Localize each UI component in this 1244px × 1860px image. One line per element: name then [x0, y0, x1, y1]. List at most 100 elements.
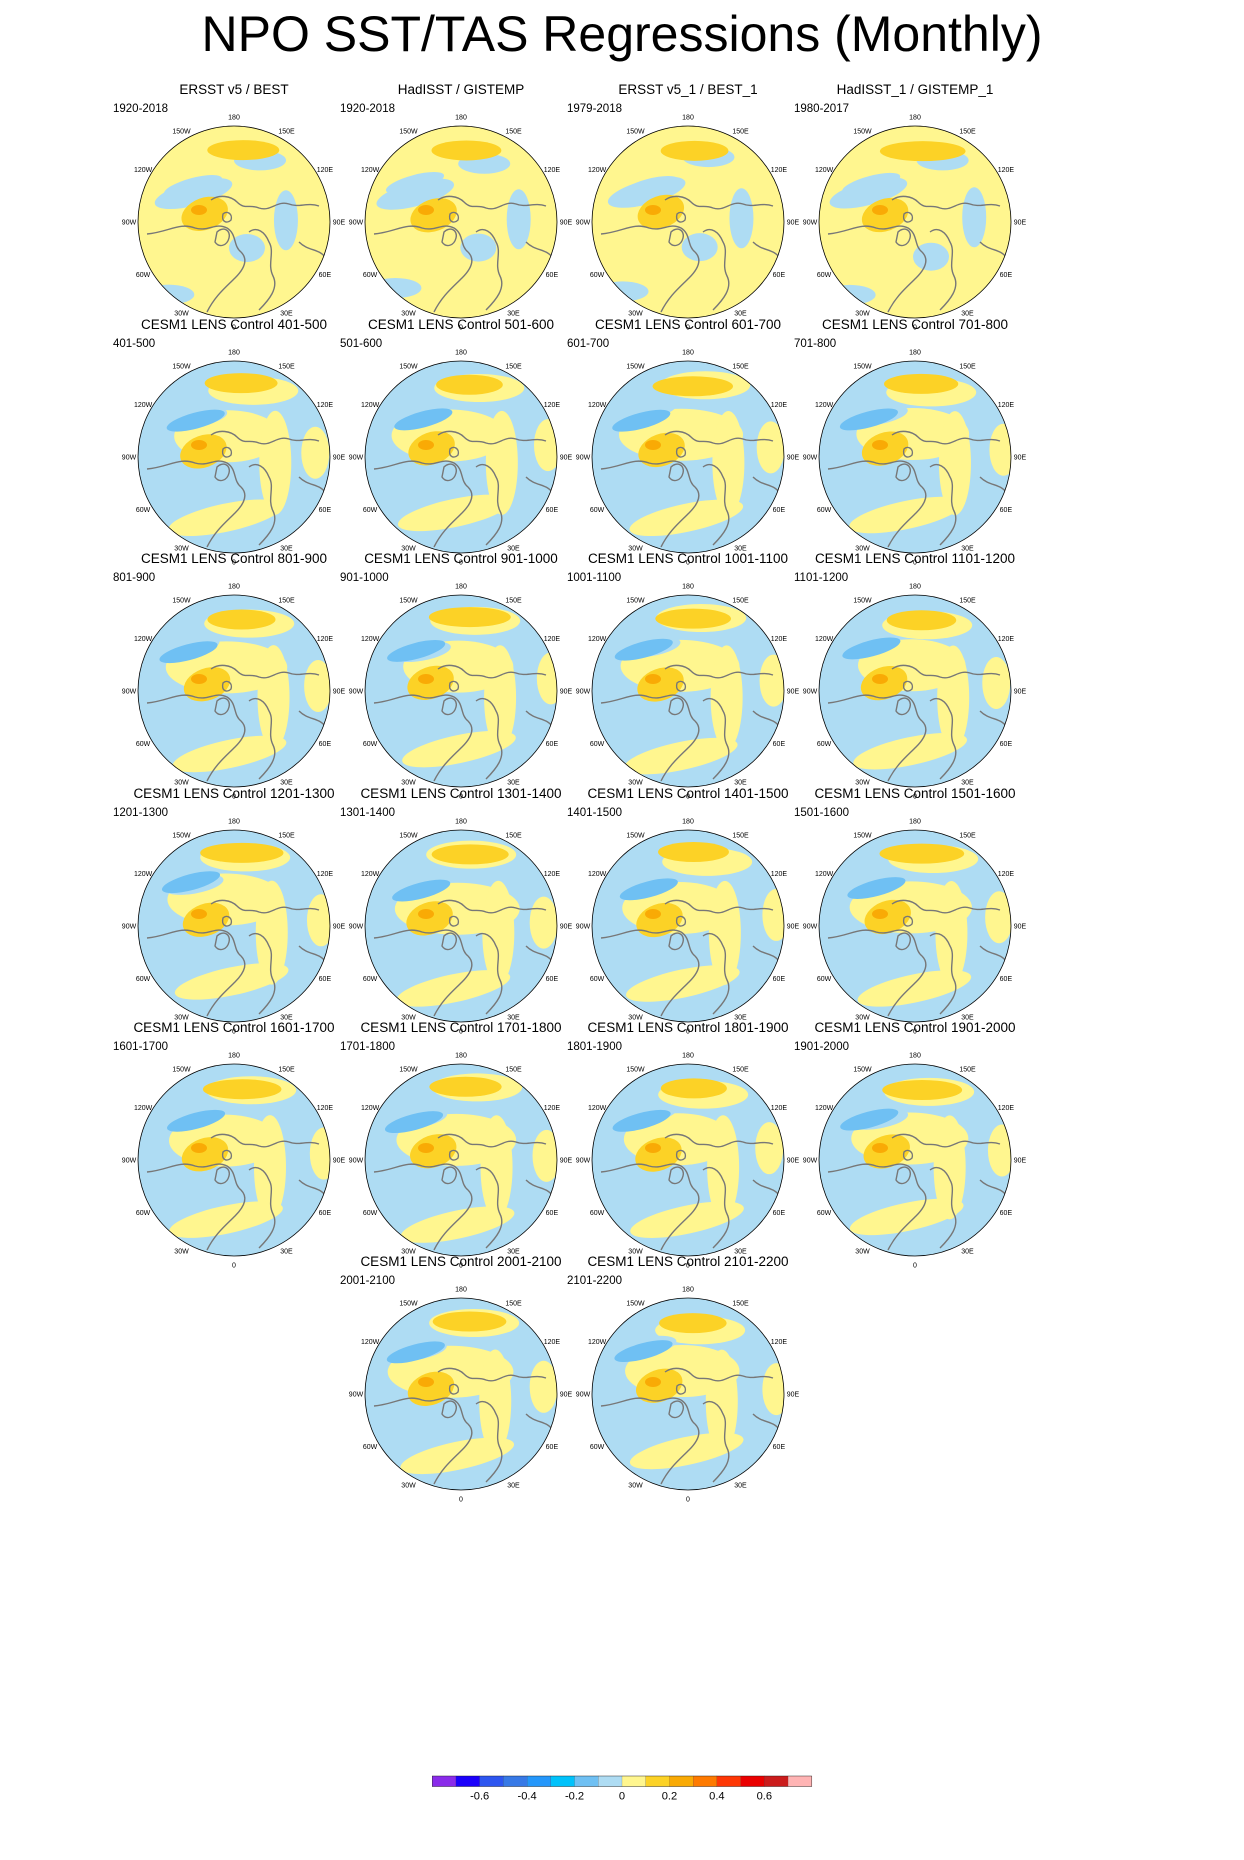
warm-core — [637, 194, 685, 230]
lon-label: 30W — [628, 1014, 643, 1021]
map-panel: CESM1 LENS Control 601-700 601-700 180 150E… — [553, 317, 823, 582]
lon-label: 30W — [855, 1014, 870, 1021]
lon-label: 30W — [855, 545, 870, 552]
lon-label: 60W — [590, 272, 605, 279]
panel-title: CESM1 LENS Control 1301-1400 — [360, 786, 562, 801]
coastlines — [600, 664, 782, 782]
lon-label: 30E — [507, 1014, 520, 1021]
lon-label: 60E — [546, 272, 559, 279]
warm-region — [849, 1198, 964, 1236]
lon-label: 120E — [998, 1105, 1015, 1112]
lon-label: 60E — [1000, 272, 1013, 279]
lon-label: 60E — [1000, 507, 1013, 514]
lon-label: 120W — [134, 402, 153, 409]
warm-core — [872, 1143, 888, 1153]
cool-core — [163, 175, 223, 197]
map-panel: CESM1 LENS Control 1401-1500 1401-1500 180… — [553, 786, 823, 1051]
warm-core — [418, 674, 434, 684]
lon-label: 30E — [961, 545, 974, 552]
warm-region — [479, 1349, 512, 1454]
panel-period: 1501-1600 — [794, 807, 849, 819]
lon-label: 90E — [560, 220, 573, 227]
warm-core — [660, 1078, 727, 1099]
lon-label: 90E — [787, 455, 800, 462]
lon-label: 0 — [913, 1263, 917, 1270]
warm-region — [933, 1115, 966, 1220]
warm-core — [418, 1143, 434, 1153]
panel-period: 901-1000 — [340, 572, 389, 584]
lon-label: 180 — [909, 1053, 921, 1060]
lon-label: 150E — [278, 1067, 295, 1074]
warm-region — [480, 1115, 513, 1220]
cool-region — [142, 284, 195, 305]
lon-label: 30E — [734, 1014, 747, 1021]
warm-region — [255, 880, 288, 985]
cool-core — [386, 1341, 445, 1364]
lon-label: 150E — [505, 598, 522, 605]
lon-label: 60W — [590, 976, 605, 983]
colorbar-swatch — [716, 1775, 741, 1787]
lon-label: 180 — [455, 819, 467, 826]
map-panel: CESM1 LENS Control 2101-2200 2101-2200 180… — [553, 1254, 823, 1519]
panel-title: CESM1 LENS Control 601-700 — [594, 317, 782, 332]
lon-label: 90E — [560, 455, 573, 462]
lon-label: 150W — [626, 598, 645, 605]
lon-label: 90E — [1014, 924, 1027, 931]
panel-title: CESM1 LENS Control 1101-1200 — [814, 551, 1016, 566]
cool-region — [506, 189, 531, 250]
polar-map: 180 150E 120E 90E 60E 30E 0 30W 60W 90W 120W 150W — [122, 819, 346, 1036]
warm-region — [168, 499, 283, 536]
lon-label: 0 — [232, 1029, 236, 1036]
lon-label: 150E — [959, 1067, 976, 1074]
polar-map: 180 150E 120E 90E 60E 30E 0 30W 60W 90W 120W 150W — [349, 350, 573, 567]
lon-label: 180 — [228, 584, 240, 591]
colorbar-swatch — [527, 1775, 552, 1787]
lon-label: 120E — [998, 871, 1015, 878]
lon-label: 0 — [686, 1263, 690, 1270]
warm-core — [418, 440, 434, 450]
lon-label: 150W — [399, 1067, 418, 1074]
lon-label: 30W — [174, 1014, 189, 1021]
lon-label: 90W — [349, 689, 364, 696]
lon-label: 120E — [544, 636, 561, 643]
warm-core — [191, 205, 207, 215]
lon-label: 30W — [401, 1014, 416, 1021]
warm-core — [418, 205, 434, 215]
lon-label: 150W — [626, 129, 645, 136]
cool-core — [392, 879, 451, 902]
lon-label: 30W — [628, 779, 643, 786]
lon-label: 30W — [628, 1248, 643, 1255]
panel-title: HadISST / GISTEMP — [397, 82, 525, 97]
map-panel: CESM1 LENS Control 1101-1200 1101-1200 180… — [780, 551, 1050, 816]
lon-label: 0 — [913, 560, 917, 567]
lon-label: 120W — [134, 871, 153, 878]
lon-label: 150W — [626, 1301, 645, 1308]
lon-label: 60E — [773, 507, 786, 514]
warm-region — [982, 656, 1011, 709]
polar-map: 180 150E 120E 90E 60E 30E 0 30W 60W 90W 120W 150W — [349, 1053, 573, 1270]
colorbar-swatch — [503, 1775, 528, 1787]
warm-core — [431, 844, 509, 865]
panel-period: 1101-1200 — [794, 572, 849, 584]
warm-core — [180, 434, 227, 469]
map-border — [818, 1063, 1012, 1257]
map-border — [818, 829, 1012, 1023]
lon-label: 180 — [455, 350, 467, 357]
lon-label: 90E — [333, 220, 346, 227]
colorbar-swatch — [740, 1775, 765, 1787]
warm-region — [938, 411, 971, 516]
warm-core — [432, 1311, 507, 1332]
lon-label: 120E — [771, 636, 788, 643]
warm-core — [191, 674, 207, 684]
cool-core — [384, 1111, 444, 1134]
lon-label: 30E — [734, 545, 747, 552]
lon-label: 90W — [576, 1158, 591, 1165]
panel-period: 701-800 — [794, 338, 837, 350]
lon-label: 120W — [361, 871, 380, 878]
lon-label: 0 — [459, 1029, 463, 1036]
lon-label: 120E — [771, 167, 788, 174]
lon-label: 60W — [817, 272, 832, 279]
lon-label: 180 — [455, 1287, 467, 1294]
lon-label: 0 — [686, 794, 690, 801]
colorbar-label: 0.4 — [709, 1790, 724, 1802]
